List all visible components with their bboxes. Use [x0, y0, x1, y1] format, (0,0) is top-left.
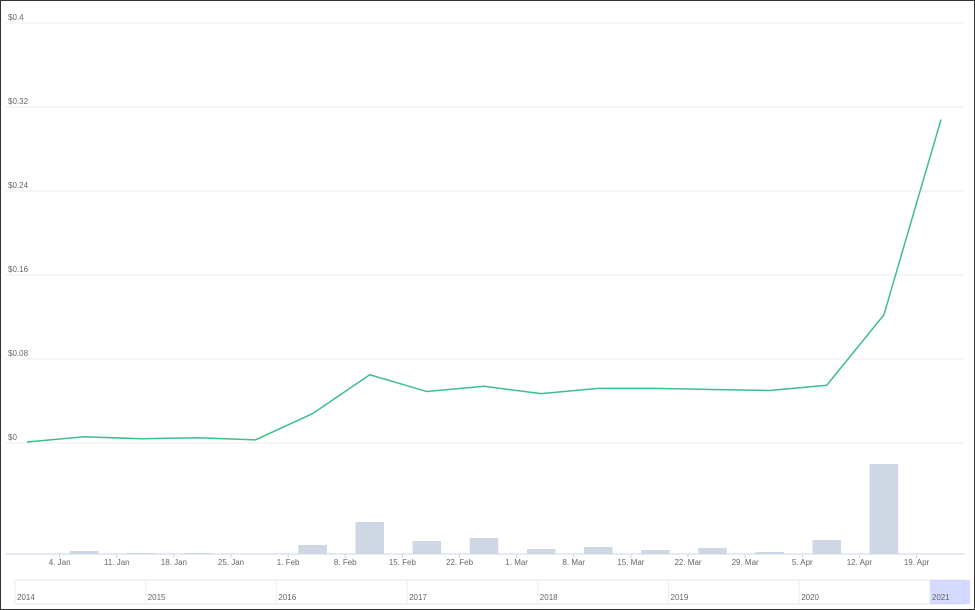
volume-bar	[126, 553, 156, 554]
volume-bar	[241, 553, 270, 554]
x-tick-label: 15. Mar	[617, 558, 644, 567]
x-tick-label: 29. Mar	[732, 558, 759, 567]
x-tick-label: 8. Feb	[334, 558, 357, 567]
x-tick-label: 11. Jan	[104, 558, 130, 567]
volume-bar	[184, 553, 213, 554]
volume-bar	[69, 551, 99, 554]
navigator-range[interactable]	[930, 580, 970, 604]
x-tick-label: 8. Mar	[562, 558, 585, 567]
x-tick-label: 12. Apr	[847, 558, 873, 567]
price-line	[26, 119, 942, 443]
navigator-label: 2020	[801, 593, 819, 602]
y-tick-label: $0.16	[8, 265, 29, 274]
y-tick-label: $0.32	[8, 97, 29, 106]
volume-bar	[298, 545, 327, 554]
x-tick-label: 1. Feb	[277, 558, 300, 567]
navigator-label: 2016	[278, 593, 296, 602]
x-tick-label: 19. Apr	[904, 558, 930, 567]
y-tick-label: $0.08	[8, 349, 29, 358]
volume-bar	[469, 538, 499, 554]
volume-bar	[698, 548, 727, 554]
x-tick-label: 18. Jan	[161, 558, 187, 567]
y-tick-label: $0.24	[8, 181, 29, 190]
x-tick-label: 15. Feb	[389, 558, 417, 567]
navigator-label: 2017	[409, 593, 427, 602]
navigator[interactable]	[14, 579, 966, 605]
navigator-label: 2021	[932, 593, 950, 602]
navigator-label: 2019	[671, 593, 689, 602]
x-tick-label: 22. Feb	[446, 558, 474, 567]
volume-bar	[412, 541, 442, 554]
volume-bar	[641, 550, 670, 554]
y-tick-label: $0	[8, 433, 17, 442]
x-tick-label: 1. Mar	[505, 558, 528, 567]
navigator-label: 2018	[540, 593, 558, 602]
x-tick-label: 22. Mar	[674, 558, 701, 567]
x-tick-label: 4. Jan	[49, 558, 71, 567]
navigator-label: 2015	[148, 593, 166, 602]
volume-bar	[755, 552, 784, 554]
volume-bar	[355, 522, 385, 554]
x-tick-label: 25. Jan	[218, 558, 244, 567]
y-tick-label: $0.4	[8, 13, 24, 22]
volume-bar	[526, 549, 556, 554]
volume-bar	[869, 464, 899, 554]
volume-bar	[583, 547, 613, 554]
x-tick-label: 5. Apr	[792, 558, 813, 567]
volume-bar	[812, 540, 842, 554]
navigator-label: 2014	[17, 593, 35, 602]
